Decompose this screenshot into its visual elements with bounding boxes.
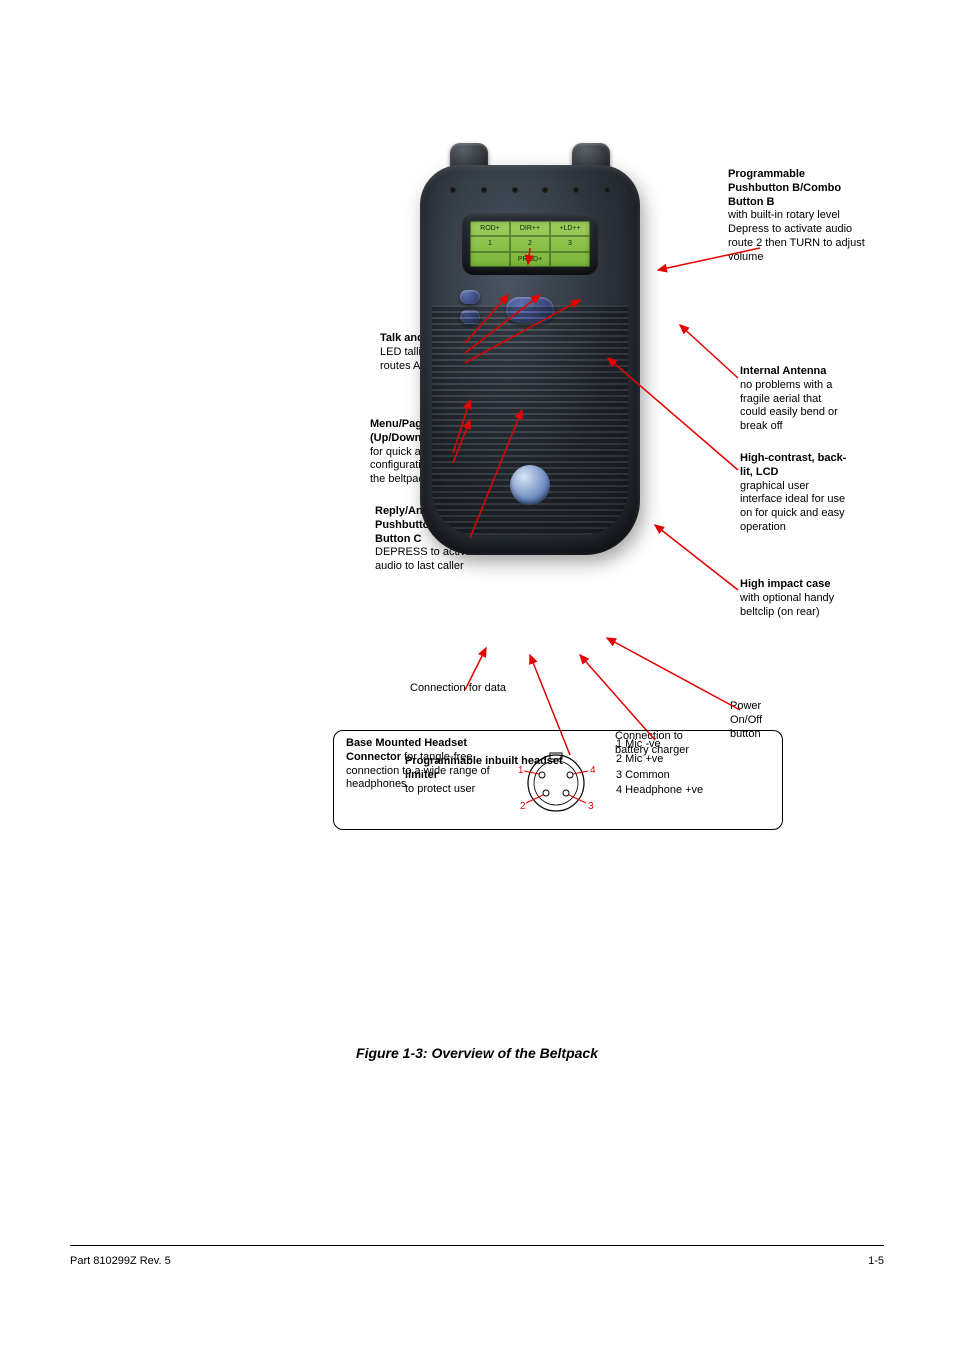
connector-text: Base Mounted Headset Connector for tangl… <box>346 737 496 792</box>
pin-spec: 3 Common <box>616 768 736 783</box>
label-antenna: Internal Antenna no problems with a frag… <box>740 365 850 434</box>
lcd-cell <box>470 252 510 267</box>
lcd-cell: +LD++ <box>550 221 590 236</box>
lcd-cell: 3 <box>550 236 590 251</box>
connector-pin-list: 1 Mic -ve 2 Mic +ve 3 Common 4 Headphone… <box>616 737 736 799</box>
pin-spec: 4 Headphone +ve <box>616 783 736 798</box>
footer-right: 1-5 <box>868 1255 884 1267</box>
lcd-screen: ROD+ DIR++ +LD++ 1 2 3 PROD+ <box>470 221 590 267</box>
device-logo <box>510 465 550 505</box>
lcd-cell: PROD+ <box>510 252 550 267</box>
label-case: High impact case with optional handy bel… <box>740 578 860 619</box>
label-conn-data: Connection for data <box>410 682 510 696</box>
lcd-cell: 2 <box>510 236 550 251</box>
pin-num: 2 <box>520 801 526 812</box>
pin-spec: 2 Mic +ve <box>616 752 736 767</box>
lcd-cell: DIR++ <box>510 221 550 236</box>
beltpack-device: ROD+ DIR++ +LD++ 1 2 3 PROD+ <box>420 165 640 555</box>
led-strip <box>450 187 610 193</box>
pin-spec: 1 Mic -ve <box>616 737 736 752</box>
connector-diagram: 1 2 3 4 <box>496 737 616 828</box>
footer-rule <box>70 1245 884 1246</box>
pin-num: 4 <box>590 765 596 776</box>
device-body: ROD+ DIR++ +LD++ 1 2 3 PROD+ <box>420 165 640 555</box>
lcd-frame: ROD+ DIR++ +LD++ 1 2 3 PROD+ <box>462 213 598 275</box>
lcd-cell: 1 <box>470 236 510 251</box>
lcd-cell <box>550 252 590 267</box>
lcd-cell: ROD+ <box>470 221 510 236</box>
label-pb-b: Programmable Pushbutton B/Combo Button B… <box>728 168 868 264</box>
pin-num: 3 <box>588 801 594 812</box>
headset-connector-box: Base Mounted Headset Connector for tangl… <box>333 730 783 830</box>
pin-num: 1 <box>518 765 524 776</box>
footer-left: Part 810299Z Rev. 5 <box>70 1255 171 1267</box>
menu-up-button <box>460 290 480 304</box>
label-lcd: High-contrast, back-lit, LCD graphical u… <box>740 452 850 535</box>
figure-caption: Figure 1-3: Overview of the Beltpack <box>70 1045 884 1061</box>
